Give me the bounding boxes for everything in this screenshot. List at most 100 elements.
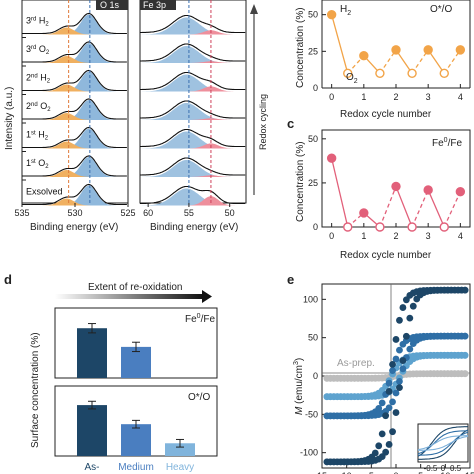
category-label: Medium [118, 462, 154, 473]
panel-c-ylabel: Concentration (%) [295, 141, 306, 222]
panel-d-gradient-arrow [55, 294, 203, 299]
data-point [455, 45, 466, 55]
data-point [406, 314, 414, 322]
panel-b-ylabel: Concentration (%) [295, 7, 306, 88]
data-point [389, 428, 396, 436]
ytick-label: 50 [308, 10, 318, 20]
o1s-lattice-peak [22, 14, 128, 35]
o1s-lattice-peak [22, 43, 128, 63]
o1s-oxygen-peak [22, 84, 128, 92]
series-segment [379, 186, 397, 228]
panel-d-arrowhead [202, 290, 212, 303]
xtick-label: 1 [361, 92, 366, 102]
panel-c-iron-chart: c 0 25 50 0 1 2 3 4 Fe0/Fe Concentration (%) Re… [287, 116, 471, 261]
o1s-row-label: 3rd O2 [26, 44, 50, 56]
data-point [396, 316, 403, 324]
data-point [371, 449, 379, 457]
series-segment [395, 49, 413, 74]
o1s-envelope [22, 183, 127, 206]
data-point [407, 222, 417, 232]
data-point [343, 68, 353, 79]
o1s-lattice-peak [22, 157, 128, 177]
inset-xtick-label: 0.5 [450, 464, 462, 473]
o1s-oxygen-peak [22, 56, 128, 63]
fe3p-metal-peak [140, 118, 246, 120]
data-point [406, 345, 414, 353]
fe3p-metal-peak [140, 61, 246, 63]
xtick-label: 4 [458, 92, 463, 102]
series-segment [331, 14, 349, 74]
data-point [399, 357, 407, 364]
series-segment [379, 49, 397, 74]
fe3p-oxide-peak [140, 17, 246, 35]
data-point [399, 365, 407, 373]
data-point [399, 304, 407, 311]
fe3p-xtick-label: 60 [143, 208, 153, 218]
panel-d-letter: d [4, 272, 12, 287]
data-point [382, 448, 390, 456]
data-point [391, 45, 401, 55]
xtick-label: 4 [458, 231, 463, 241]
data-point [375, 405, 383, 412]
redox-cycling-arrowhead [250, 4, 258, 14]
ytick-label: -100 [300, 448, 318, 458]
ytick-label: 0 [313, 222, 318, 232]
panel-c-letter: c [287, 116, 294, 131]
xps-o1s-spectra [22, 0, 128, 206]
xps-o1s-title-box [96, 0, 128, 10]
xtick-label: 1 [361, 231, 366, 241]
data-point [396, 346, 403, 354]
panel-d-categories: As- Medium Heavy [85, 462, 195, 473]
fe3p-envelope [140, 100, 246, 119]
fe3p-oxide-peak [140, 74, 246, 92]
data-point [385, 404, 393, 412]
fe3p-envelope [140, 43, 246, 62]
xtick-label: 2 [393, 92, 398, 102]
panel-d-bars [77, 323, 195, 456]
ytick-label: 0 [313, 83, 318, 93]
xtick-label: 3 [426, 231, 431, 241]
xtick-label: 0 [329, 92, 334, 102]
o1s-row-label: 3rd H2 [26, 16, 49, 28]
xtick-label: 2 [393, 231, 398, 241]
ytick-label: 50 [308, 333, 318, 343]
fe3p-metal-peak [140, 86, 246, 92]
xtick-label: 10 [440, 471, 450, 474]
series-segment [443, 191, 461, 228]
fe3p-xtick-label: 50 [225, 208, 235, 218]
bar [121, 424, 151, 456]
data-point [407, 68, 417, 79]
xtick-label: 5 [418, 471, 423, 474]
xtick-label: 5 [369, 471, 374, 474]
panel-e-letter: e [287, 272, 294, 287]
data-point [385, 379, 393, 387]
category-label: As- [85, 462, 100, 473]
data-point [378, 430, 386, 438]
data-point [359, 51, 369, 61]
redox-cycling-label: Redox cycling [258, 94, 268, 150]
series-segment [331, 158, 349, 228]
data-point [389, 360, 396, 368]
fe3p-oxide-peak [140, 160, 246, 177]
fe3p-envelope [140, 157, 246, 176]
fe3p-metal-peak [140, 143, 246, 149]
panel-c-ticks: 0 25 50 0 1 2 3 4 [308, 134, 463, 241]
fe3p-oxide-peak [140, 131, 246, 149]
series-segment [395, 186, 413, 228]
fe3p-envelope [140, 14, 246, 34]
xps-fe3p-xticks: 60 55 50 [143, 203, 235, 218]
xtick-label: 0 [329, 231, 334, 241]
fe3p-envelope [140, 185, 246, 205]
panel-b-marks [326, 9, 466, 79]
ytick-label: 0 [313, 371, 318, 381]
o1s-envelope [22, 41, 127, 63]
data-point [392, 389, 400, 397]
data-point [378, 399, 386, 407]
panel-e-ylabel: M (emu/cm3) [293, 358, 305, 415]
data-point [402, 332, 410, 340]
ytick-label: 25 [308, 46, 318, 56]
xps-o1s-xticks: 535 530 525 [14, 203, 136, 218]
xtick-label: 10 [342, 471, 352, 474]
